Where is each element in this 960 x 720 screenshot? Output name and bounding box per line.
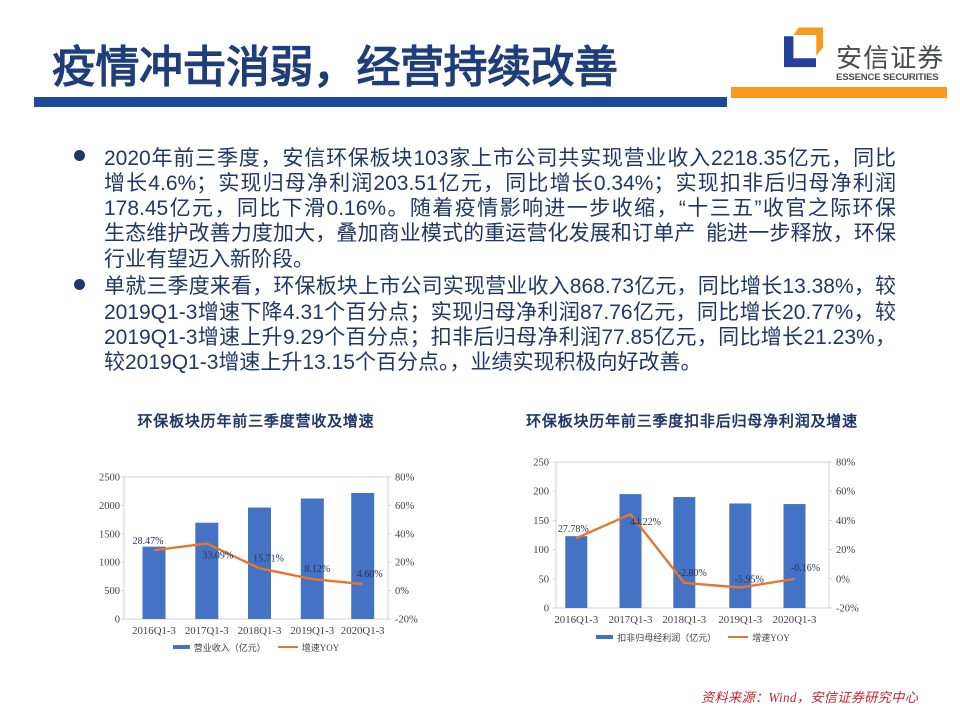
chart2-title: 环保板块历年前三季度扣非后归母净利润及增速 xyxy=(526,414,858,430)
right-axis-label: 40% xyxy=(836,516,856,527)
source-note: 资料来源：Wind，安信证券研究中心 xyxy=(701,690,919,705)
legend-item: 增速YOY xyxy=(728,631,790,644)
bullet-item: 单就三季度来看，环保板块上市公司实现营业收入868.73亿元，同比增长13.38… xyxy=(74,274,896,375)
bar xyxy=(565,536,588,608)
bullet-text-line: 单就三季度来看，环保板块上市公司实现营业收入868.73亿元，同比增长13.38… xyxy=(104,275,896,299)
line-data-label: -0.16% xyxy=(791,563,820,574)
right-axis-label: 80% xyxy=(395,473,415,484)
right-axis-label: 80% xyxy=(836,458,856,469)
bullet-text-line: 178.45亿元，同比下滑0.16%。随着疫情影响进一步收缩，“十三五”收官之际… xyxy=(104,197,896,221)
bar xyxy=(673,497,696,608)
chart1-title: 环保板块历年前三季度营收及增速 xyxy=(137,414,375,430)
line-data-label: 27.78% xyxy=(558,524,589,535)
legend-line-swatch xyxy=(277,645,298,649)
line-data-label: -2.80% xyxy=(678,568,707,579)
left-axis-label: 150 xyxy=(533,516,549,527)
legend-line-swatch xyxy=(728,635,749,639)
x-axis-label: 2017Q1-3 xyxy=(609,614,653,626)
left-axis-label: 2500 xyxy=(99,473,120,484)
bar xyxy=(619,494,642,608)
legend-label: 扣非归母经利润（亿元） xyxy=(617,632,717,643)
left-axis-label: 1500 xyxy=(99,529,120,540)
bar xyxy=(351,493,375,619)
right-axis-label: 60% xyxy=(395,501,415,512)
bullet-dot-icon xyxy=(74,150,85,161)
x-axis-label: 2016Q1-3 xyxy=(132,625,176,637)
left-axis-label: 500 xyxy=(104,586,120,597)
right-axis-label: 0% xyxy=(836,574,850,585)
x-axis-label: 2018Q1-3 xyxy=(662,614,706,626)
legend-label: 增速YOY xyxy=(752,632,790,643)
legend-label: 营业收入（亿元） xyxy=(193,642,266,653)
chart1-plot: 0 500 1000 1500 2000 2500 -20% 0% 20% 40% 60% 80% 20… xyxy=(99,473,418,638)
legend-label: 增速YOY xyxy=(301,642,340,653)
bullet-text-line: 2019Q1-3增速上升9.29个百分点；扣非后归母净利润77.85亿元，同比增… xyxy=(104,326,896,350)
bar xyxy=(142,546,166,619)
yoy-line xyxy=(153,542,363,586)
chart2-legend: 扣非归母经利润（亿元） 增速YOY xyxy=(556,631,830,643)
left-axis-label: 0 xyxy=(115,615,120,626)
left-axis-label: 100 xyxy=(533,545,549,556)
right-axis-label: -20% xyxy=(395,615,418,626)
bullet-text-line: 2020年前三季度，安信环保板块103家上市公司共实现营业收入2218.35亿元… xyxy=(104,146,896,170)
logo-company-name: 安信证券 xyxy=(836,43,945,73)
x-axis-label: 2020Q1-3 xyxy=(341,625,385,637)
bar xyxy=(248,507,271,619)
line-data-label: 8.12% xyxy=(304,564,330,575)
header-orange-bar xyxy=(731,87,947,98)
x-axis-label: 2017Q1-3 xyxy=(185,625,229,637)
bullet-text-line: 生态维护改善力度加大，叠加商业模式的重运营化发展和订单产 能进一步释放，环保 xyxy=(104,222,896,246)
left-axis-label: 200 xyxy=(533,487,549,498)
left-axis-label: 1000 xyxy=(99,558,120,569)
legend-item: 营业收入（亿元） xyxy=(172,641,266,654)
bar xyxy=(195,522,219,619)
right-axis-label: 60% xyxy=(836,487,856,498)
line-data-label: 15.71% xyxy=(253,553,284,564)
chart2-plot: 0 50 100 150 200 250 -20% 0% 20% 40% 60% 80% 2016Q1-… xyxy=(533,458,859,627)
company-logo: 安信证券 ESSENCE SECURITIES xyxy=(779,20,947,83)
right-axis-label: 40% xyxy=(395,529,415,540)
left-axis-label: 0 xyxy=(544,604,549,615)
chart1-legend: 营业收入（亿元） 增速YOY xyxy=(124,641,388,653)
right-axis-label: 20% xyxy=(836,545,856,556)
left-axis-label: 250 xyxy=(533,458,549,469)
right-axis-label: 0% xyxy=(395,586,409,597)
x-axis-label: 2016Q1-3 xyxy=(554,614,598,626)
legend-item: 扣非归母经利润（亿元） xyxy=(596,631,716,644)
bar xyxy=(300,498,324,619)
left-axis-label: 50 xyxy=(539,574,550,585)
line-data-label: 28.47% xyxy=(133,536,164,547)
bullet-text-line: 较2019Q1-3增速上升13.15个百分点。，业绩实现积极向好改善。 xyxy=(104,351,702,375)
bullet-item: 2020年前三季度，安信环保板块103家上市公司共实现营业收入2218.35亿元… xyxy=(74,146,896,272)
line-data-label: -5.95% xyxy=(735,574,764,585)
line-data-label: 33.09% xyxy=(202,551,233,562)
x-axis-label: 2020Q1-3 xyxy=(773,614,817,626)
essence-cube-icon xyxy=(784,27,823,68)
legend-bar-swatch xyxy=(596,634,614,640)
title-underline xyxy=(34,97,727,107)
bar xyxy=(783,504,806,608)
line-data-label: 44.22% xyxy=(630,517,661,528)
bullet-text-line: 行业有望迈入新阶段。 xyxy=(104,247,314,271)
x-axis-label: 2018Q1-3 xyxy=(238,625,282,637)
bullet-text-line: 增长4.6%；实现归母净利润203.51亿元，同比增长0.34%；实现扣非后归母… xyxy=(104,171,896,195)
page-title: 疫情冲击消弱，经营持续改善 xyxy=(52,43,618,92)
x-axis-label: 2019Q1-3 xyxy=(290,625,334,637)
legend-item: 增速YOY xyxy=(277,641,340,654)
right-axis-label: 20% xyxy=(395,558,415,569)
bullet-list: 2020年前三季度，安信环保板块103家上市公司共实现营业收入2218.35亿元… xyxy=(74,146,896,376)
bar xyxy=(729,503,752,608)
right-axis-label: -20% xyxy=(836,604,859,615)
logo-company-subtitle: ESSENCE SECURITIES xyxy=(836,72,939,83)
yoy-line xyxy=(575,512,795,589)
line-data-label: 4.60% xyxy=(357,569,383,580)
bullet-dot-icon xyxy=(74,278,85,290)
left-axis-label: 2000 xyxy=(99,501,120,512)
x-axis-label: 2019Q1-3 xyxy=(718,614,762,626)
legend-bar-swatch xyxy=(172,644,190,650)
bullet-text-line: 2019Q1-3增速下降4.31个百分点；实现归母净利润87.76亿元，同比增长… xyxy=(104,300,896,324)
